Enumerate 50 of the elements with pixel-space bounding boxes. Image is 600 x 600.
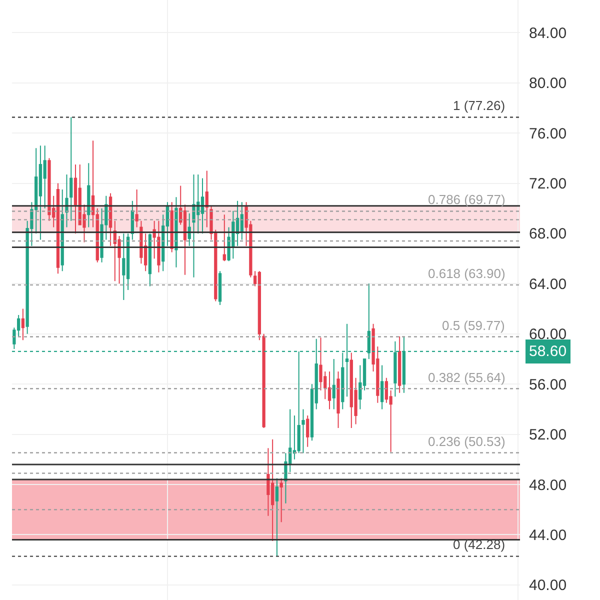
candlestick [70,116,73,222]
y-tick-label: 52.00 [529,426,567,444]
candlestick [205,170,208,228]
y-tick-label: 84.00 [529,24,567,42]
text: 58.60 [529,343,567,360]
candlestick [148,232,152,287]
candlestick [74,164,78,234]
candlestick [108,192,112,247]
y-tick-label: 68.00 [529,226,567,243]
ref-line-label: 0 (42.28) [453,537,506,552]
candlestick [398,336,402,394]
candlestick [222,214,226,262]
y-tick-label: 80.00 [529,75,567,92]
ref-line-label: 0.618 (63.90) [428,266,506,281]
candlestick [87,162,90,228]
y-tick-label: 44.00 [529,526,567,544]
y-tick-label: 64.00 [529,276,567,293]
ref-line-label: 0.786 (69.77) [428,192,506,207]
candlestick [380,364,384,410]
candlestick [258,270,261,341]
y-tick-label: 60.00 [529,326,567,344]
candlestick [157,220,160,273]
candlestick [200,178,204,234]
candlestick [38,145,42,240]
candlestick [280,478,283,523]
candlestick [306,414,310,448]
candlestick [218,270,222,306]
candlestick [135,189,138,228]
candlestick [122,232,126,300]
y-tick-label: 56.00 [529,376,567,394]
candlestick [188,212,191,247]
y-tick-label: 72.00 [529,176,567,193]
ref-line-label: 0.382 (55.64) [428,370,506,385]
candlestick [65,174,68,228]
candlestick [21,308,25,341]
candlestick [56,182,60,274]
candlestick [328,371,332,410]
ref-line-label: 0.5 (59.77) [442,318,505,333]
y-tick-label: 76.00 [529,125,567,142]
y-tick-label: 40.00 [529,577,567,594]
candlestick [192,174,196,278]
ref-line-label: 0.236 (50.53) [428,434,506,449]
y-tick-label: 48.00 [529,476,567,494]
candlestick [262,333,266,429]
candlestick [336,371,340,429]
candlestick [332,358,336,410]
candlestick [170,202,174,253]
candlestick [275,478,279,557]
candlestick [302,408,305,454]
ref-line-label: 1 (77.26) [453,98,506,113]
